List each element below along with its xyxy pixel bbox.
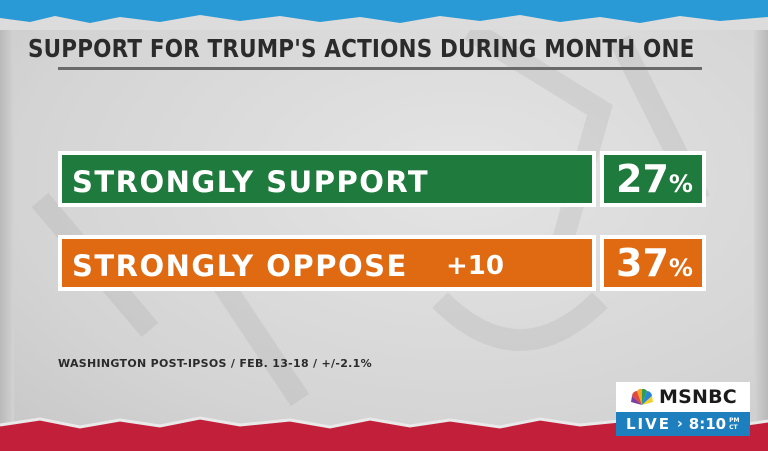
panel-edge-right bbox=[752, 0, 768, 451]
top-torn-edge bbox=[0, 15, 768, 30]
difference-label: +10 bbox=[446, 251, 504, 281]
source-note: WASHINGTON POST-IPSOS / FEB. 13-18 / +/-… bbox=[58, 357, 372, 370]
time-suffix: PM CT bbox=[729, 417, 739, 431]
peacock-icon bbox=[631, 388, 654, 405]
value-number: 37 bbox=[616, 241, 669, 285]
bar-row-oppose: STRONGLY OPPOSE +10 37% bbox=[58, 235, 706, 291]
panel-edge-left bbox=[0, 0, 16, 451]
network-logo: MSNBC bbox=[616, 382, 750, 412]
bar-support: STRONGLY SUPPORT bbox=[58, 151, 596, 207]
data-label: 37% bbox=[616, 241, 693, 285]
bar-label: STRONGLY OPPOSE bbox=[72, 249, 408, 283]
live-label: LIVE bbox=[626, 415, 671, 433]
value-box-support: 27% bbox=[600, 151, 706, 207]
bar-oppose: STRONGLY OPPOSE +10 bbox=[58, 235, 596, 291]
graphic-panel bbox=[14, 6, 754, 436]
ampm-label: PM bbox=[729, 417, 740, 424]
chart-title: SUPPORT FOR TRUMP'S ACTIONS DURING MONTH… bbox=[28, 34, 695, 63]
network-bug: MSNBC LIVE › 8:10 PM CT bbox=[616, 382, 750, 436]
bar-row-support: STRONGLY SUPPORT 27% bbox=[58, 151, 706, 207]
title-rule bbox=[58, 67, 702, 70]
value-unit: % bbox=[668, 254, 693, 282]
value-box-oppose: 37% bbox=[600, 235, 706, 291]
value-unit: % bbox=[668, 170, 693, 198]
chevron-right-icon: › bbox=[677, 416, 683, 432]
network-logo-text: MSNBC bbox=[659, 386, 737, 408]
value-number: 27 bbox=[616, 157, 669, 201]
live-bar: LIVE › 8:10 PM CT bbox=[616, 412, 750, 436]
data-label: 27% bbox=[616, 157, 693, 201]
bar-label: STRONGLY SUPPORT bbox=[72, 165, 430, 199]
timezone-label: CT bbox=[729, 424, 738, 431]
live-time: 8:10 bbox=[688, 415, 727, 433]
